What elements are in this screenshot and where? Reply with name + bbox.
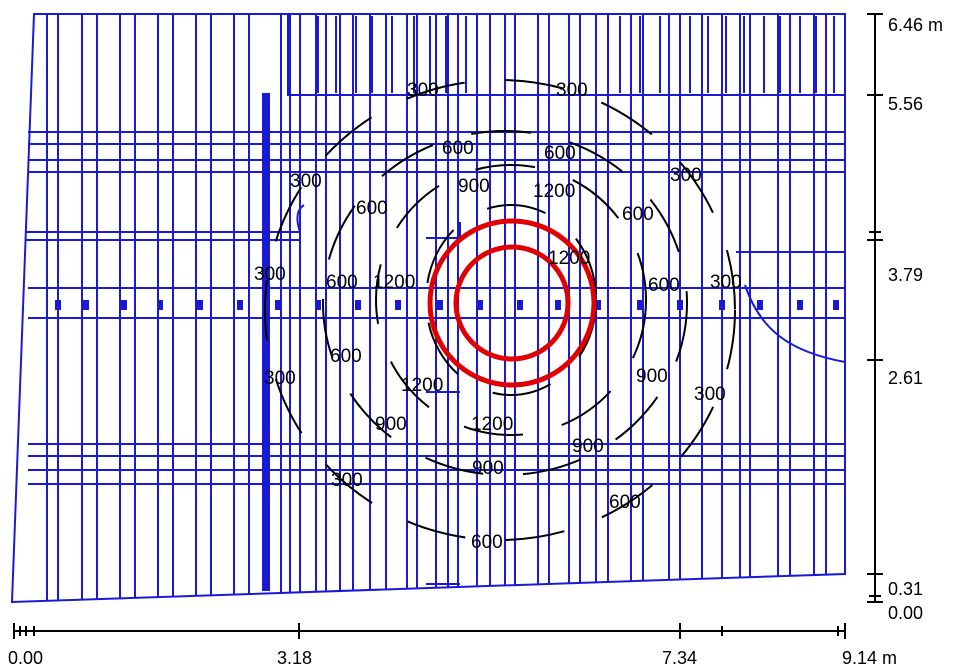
vertical-dimension-labels: 6.46 m 5.56 3.79 2.61 0.31 0.00 [888,15,943,623]
contour-label: 600 [648,275,680,296]
contour-label: 300 [264,368,296,389]
contour-label: 300 [331,470,363,491]
contour-label: 300 [556,80,588,101]
contour-labels: 300 300 300 300 300 300 300 300 300 600 … [254,80,742,553]
luminaire-marker [275,300,281,310]
contour-label: 600 [544,143,576,164]
contour-label: 600 [471,532,503,553]
contour-label: 900 [636,366,668,387]
dim-label-y: 0.00 [888,603,923,623]
dim-label-y: 5.56 [888,94,923,114]
contour-label: 300 [694,384,726,405]
room-outline [10,13,846,604]
luminaire-marker [437,300,443,310]
bracket [426,222,461,239]
luminaire-marker [637,300,643,310]
luminaire-marker [555,300,561,310]
dim-label-y: 2.61 [888,368,923,388]
luminaire-marker [83,300,89,310]
luminaire-marker [797,300,803,310]
luminaire-marker [121,300,127,310]
dim-label-x: 3.18 [277,648,312,667]
contour-ring [375,164,647,436]
contour-label: 900 [472,458,504,479]
contour-label: 600 [326,272,358,293]
contour-ring [322,130,688,476]
contour-label: 900 [572,436,604,457]
vertical-dimension [867,13,883,603]
calculation-circles [427,218,597,388]
contour-label: 600 [442,138,474,159]
floor-grid-structure [10,13,846,604]
dim-label-y: 0.31 [888,579,923,599]
contour-label: 300 [710,272,742,293]
luminaire-marker [315,300,321,310]
contour-label: 300 [407,80,439,101]
luminaire-marker [55,300,61,310]
door-swing [736,251,846,365]
structural-column [262,93,270,591]
luminaire-marker [477,300,483,310]
dim-label-x: 0.00 [8,648,43,667]
luminaire-marker [833,300,839,310]
contour-label: 1200 [533,181,575,202]
calc-circle-inner [453,244,571,362]
luminaire-marker [237,300,243,310]
luminaire-marker [517,300,523,310]
contour-label: 600 [330,346,362,367]
dim-label-y: 6.46 m [888,15,943,35]
contour-label: 300 [290,171,322,192]
contour-label: 1200 [401,375,443,396]
contour-label: 900 [375,414,407,435]
luminaire-marker [355,300,361,310]
contour-label: 600 [356,198,388,219]
luminaire-marker [719,300,725,310]
luminaire-marker [197,300,203,310]
contour-label: 1200 [548,248,590,269]
contour-label: 1200 [373,272,415,293]
contour-ring [264,79,736,541]
luminaire-marker [157,300,163,310]
dim-label-y: 3.79 [888,265,923,285]
contour-label: 600 [609,492,641,513]
dim-label-x: 9.14 m [842,648,897,667]
contour-label: 1200 [471,414,513,435]
luminaire-marker [395,300,401,310]
luminaire-marker [757,300,763,310]
wall-notch [296,204,305,233]
dim-label-x: 7.34 [662,648,697,667]
contour-label: 600 [622,204,654,225]
luminaire-marker [677,300,683,310]
horizontal-dimension-labels: 0.00 3.18 7.34 9.14 m [8,648,897,667]
contour-label: 900 [458,176,490,197]
top-partition [287,14,845,96]
contour-ring [425,204,597,396]
calc-circle-outer [427,218,597,388]
luminaire-marker [595,300,601,310]
contour-label: 300 [670,165,702,186]
contour-label: 300 [254,264,286,285]
horizontal-dimension [13,623,846,639]
